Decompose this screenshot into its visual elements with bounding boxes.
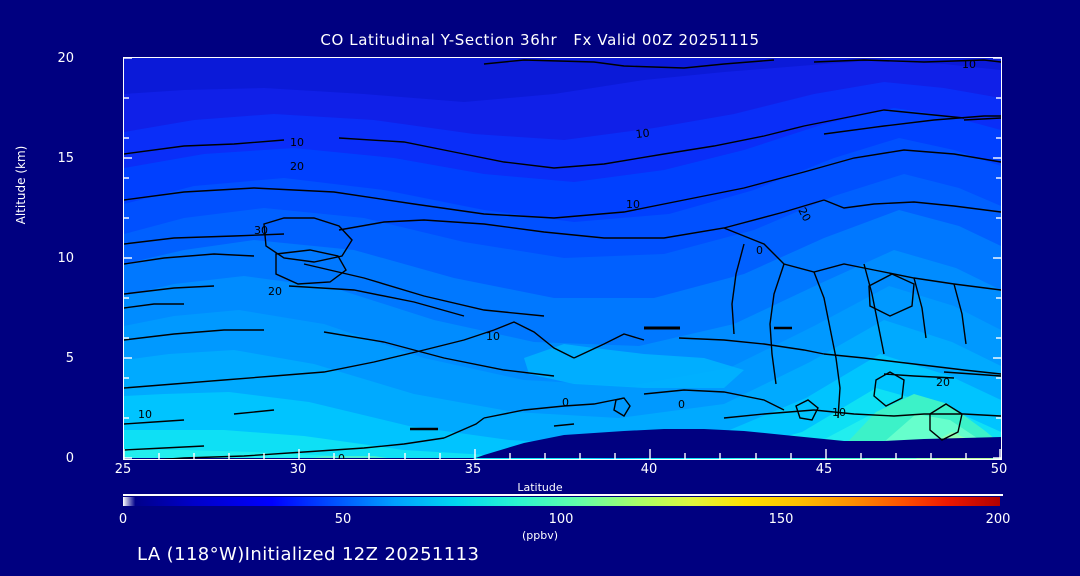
y-tick-5: 5 (65, 351, 74, 366)
contour-label-20: 20 (268, 285, 282, 298)
chart-title: CO Latitudinal Y-Section 36hr Fx Valid 0… (320, 31, 760, 49)
colorbar-gradient (123, 497, 1000, 506)
colorbar-unit-label: (ppbv) (521, 529, 559, 542)
x-tick-30: 30 (289, 462, 307, 477)
footer-caption: LA (118°W)Initialized 12Z 20251113 (137, 544, 480, 565)
colorbar-tick-0: 0 (118, 512, 128, 527)
colorbar-tick-100: 100 (548, 512, 574, 527)
contour-field: 10 10 20 30 20 10 10 20 30 (124, 58, 1001, 459)
x-tick-25: 25 (114, 462, 132, 477)
contour-label-20: 20 (290, 160, 304, 173)
cross-section-plot: 10 10 20 30 20 10 10 20 30 (123, 57, 1002, 460)
x-tick-40: 40 (640, 462, 658, 477)
contour-label-0: 0 (562, 396, 569, 409)
contour-label-10: 10 (138, 408, 152, 421)
contour-label-20: 20 (795, 205, 813, 223)
contour-label-0: 0 (338, 452, 345, 459)
x-tick-45: 45 (815, 462, 833, 477)
x-tick-35: 35 (464, 462, 482, 477)
contour-label-10: 10 (635, 127, 650, 141)
contour-label-10: 10 (832, 406, 846, 419)
colorbar-tick-200: 200 (985, 512, 1011, 527)
contour-label-30: 30 (254, 224, 268, 237)
contour-label-10: 10 (290, 136, 304, 149)
contour-label-0: 0 (756, 244, 763, 257)
contour-label-10: 10 (486, 330, 500, 343)
x-axis-label: Latitude (517, 481, 563, 494)
x-tick-50: 50 (990, 462, 1008, 477)
y-tick-0: 0 (65, 451, 74, 466)
y-tick-20: 20 (57, 51, 74, 66)
colorbar-tick-150: 150 (768, 512, 794, 527)
colorbar-top-rule (123, 494, 1003, 496)
y-tick-15: 15 (57, 151, 74, 166)
y-axis-label: Altitude (km) (14, 145, 28, 225)
colorbar-tick-50: 50 (334, 512, 352, 527)
contour-label-20: 20 (936, 376, 950, 389)
y-tick-10: 10 (57, 251, 74, 266)
contour-label-10: 10 (626, 198, 640, 211)
colorbar (123, 494, 1003, 508)
contour-label-10: 10 (962, 58, 976, 71)
contour-label-0: 0 (678, 398, 685, 411)
